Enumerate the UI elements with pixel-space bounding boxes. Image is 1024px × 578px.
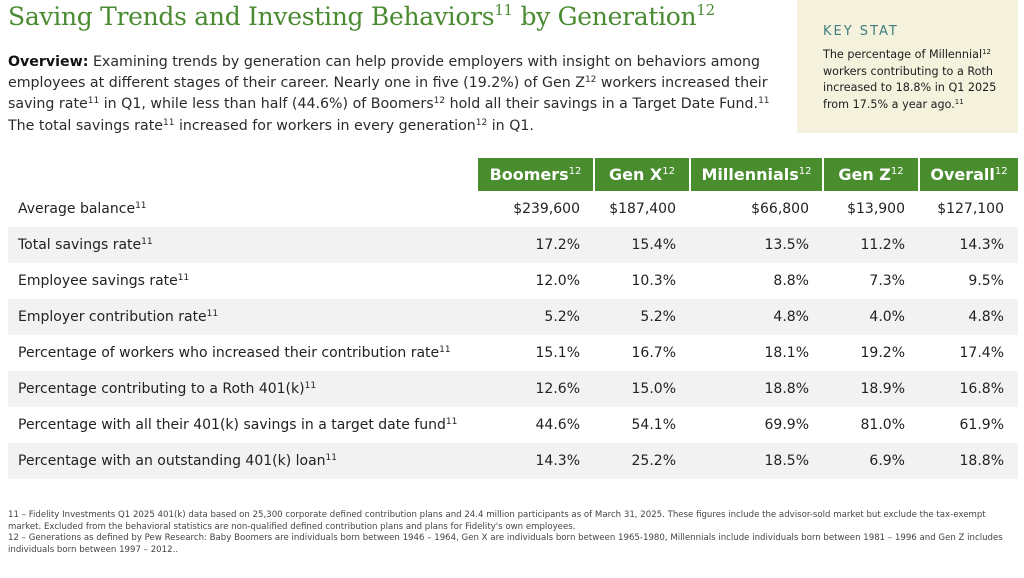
- cell-value: 11.2%: [823, 227, 919, 263]
- cell-value: 12.6%: [477, 371, 594, 407]
- cell-value: 15.0%: [594, 371, 690, 407]
- column-header-millennials: Millennials12: [689, 158, 823, 191]
- cell-value: 16.7%: [631, 345, 676, 361]
- cell-value: 8.8%: [773, 273, 809, 289]
- cell-value: 10.3%: [631, 273, 676, 289]
- column-header-overall: Overall12: [918, 158, 1018, 191]
- cell-value: 15.1%: [535, 345, 580, 361]
- cell-value: 25.2%: [594, 443, 690, 479]
- row-label: Total savings rate11: [8, 227, 477, 263]
- overview-paragraph: Overview: Examining trends by generation…: [8, 54, 770, 134]
- header-blank-cell: [8, 158, 477, 191]
- table-row: Employee savings rate11 12.0% 10.3% 8.8% 7.3…: [8, 263, 1018, 299]
- cell-value: $239,600: [513, 201, 580, 217]
- cell-value: $187,400: [609, 201, 676, 217]
- cell-value: 9.5%: [968, 273, 1004, 289]
- column-header-boomers: Boomers12: [476, 158, 594, 191]
- cell-value: 18.9%: [823, 371, 919, 407]
- table-row: Total savings rate11 17.2% 15.4% 13.5% 11.2%…: [8, 227, 1018, 263]
- cell-value: 14.3%: [919, 227, 1018, 263]
- key-stat-label: KEY STAT: [823, 24, 899, 39]
- cell-value: 15.4%: [594, 227, 690, 263]
- column-header-gen-x: Gen X12: [593, 158, 690, 191]
- page-title: Saving Trends and Investing Behaviors11 …: [8, 1, 715, 31]
- cell-value: 4.8%: [690, 299, 823, 335]
- cell-value: 61.9%: [959, 417, 1004, 433]
- cell-value: 16.8%: [919, 371, 1018, 407]
- table-header-row: Boomers12 Gen X12 Millennials12 Gen Z12 Over…: [8, 158, 1018, 191]
- overview-lead: Overview:: [8, 54, 89, 70]
- cell-value: $127,100: [937, 201, 1004, 217]
- key-stat-text: The percentage of Millennial12 workers c…: [823, 48, 997, 111]
- row-label: Percentage with an outstanding 401(k) lo…: [8, 443, 477, 479]
- cell-value: 13.5%: [690, 227, 823, 263]
- row-label: Employee savings rate11: [18, 273, 190, 289]
- cell-value: 18.5%: [690, 443, 823, 479]
- cell-value: 17.4%: [959, 345, 1004, 361]
- row-label: Percentage contributing to a Roth 401(k)…: [8, 371, 477, 407]
- cell-value: 54.1%: [631, 417, 676, 433]
- cell-value: 4.8%: [919, 299, 1018, 335]
- table-row: Percentage of workers who increased thei…: [8, 335, 1018, 371]
- cell-value: 5.2%: [477, 299, 594, 335]
- row-label: Percentage with all their 401(k) savings…: [18, 417, 458, 433]
- cell-value: 81.0%: [860, 417, 905, 433]
- generation-stats-table: Boomers12 Gen X12 Millennials12 Gen Z12 Over…: [8, 158, 1018, 479]
- table-row: Percentage contributing to a Roth 401(k)…: [8, 371, 1018, 407]
- table-row: Employer contribution rate11 5.2% 5.2% 4.8%…: [8, 299, 1018, 335]
- cell-value: 6.9%: [823, 443, 919, 479]
- cell-value: 12.0%: [535, 273, 580, 289]
- key-stat-box: KEY STAT The percentage of Millennial12 …: [797, 0, 1018, 133]
- footnote-12: 12 – Generations as defined by Pew Resea…: [8, 533, 1003, 555]
- cell-value: 5.2%: [594, 299, 690, 335]
- cell-value: 18.8%: [690, 371, 823, 407]
- row-label: Percentage of workers who increased thei…: [18, 345, 451, 361]
- cell-value: 69.9%: [764, 417, 809, 433]
- row-label: Average balance11: [18, 201, 147, 217]
- cell-value: 14.3%: [477, 443, 594, 479]
- cell-value: 19.2%: [860, 345, 905, 361]
- cell-value: 18.8%: [919, 443, 1018, 479]
- table-row: Percentage with an outstanding 401(k) lo…: [8, 443, 1018, 479]
- cell-value: 4.0%: [823, 299, 919, 335]
- footnotes: 11 – Fidelity Investments Q1 2025 401(k)…: [8, 510, 1013, 556]
- cell-value: 7.3%: [869, 273, 905, 289]
- table-row: Average balance11 $239,600 $187,400 $66,800…: [8, 191, 1018, 227]
- column-header-gen-z: Gen Z12: [822, 158, 919, 191]
- cell-value: $66,800: [751, 201, 809, 217]
- cell-value: 18.1%: [764, 345, 809, 361]
- footnote-11: 11 – Fidelity Investments Q1 2025 401(k)…: [8, 510, 986, 532]
- row-label: Employer contribution rate11: [8, 299, 477, 335]
- table-row: Percentage with all their 401(k) savings…: [8, 407, 1018, 443]
- cell-value: 44.6%: [535, 417, 580, 433]
- cell-value: 17.2%: [477, 227, 594, 263]
- cell-value: $13,900: [847, 201, 905, 217]
